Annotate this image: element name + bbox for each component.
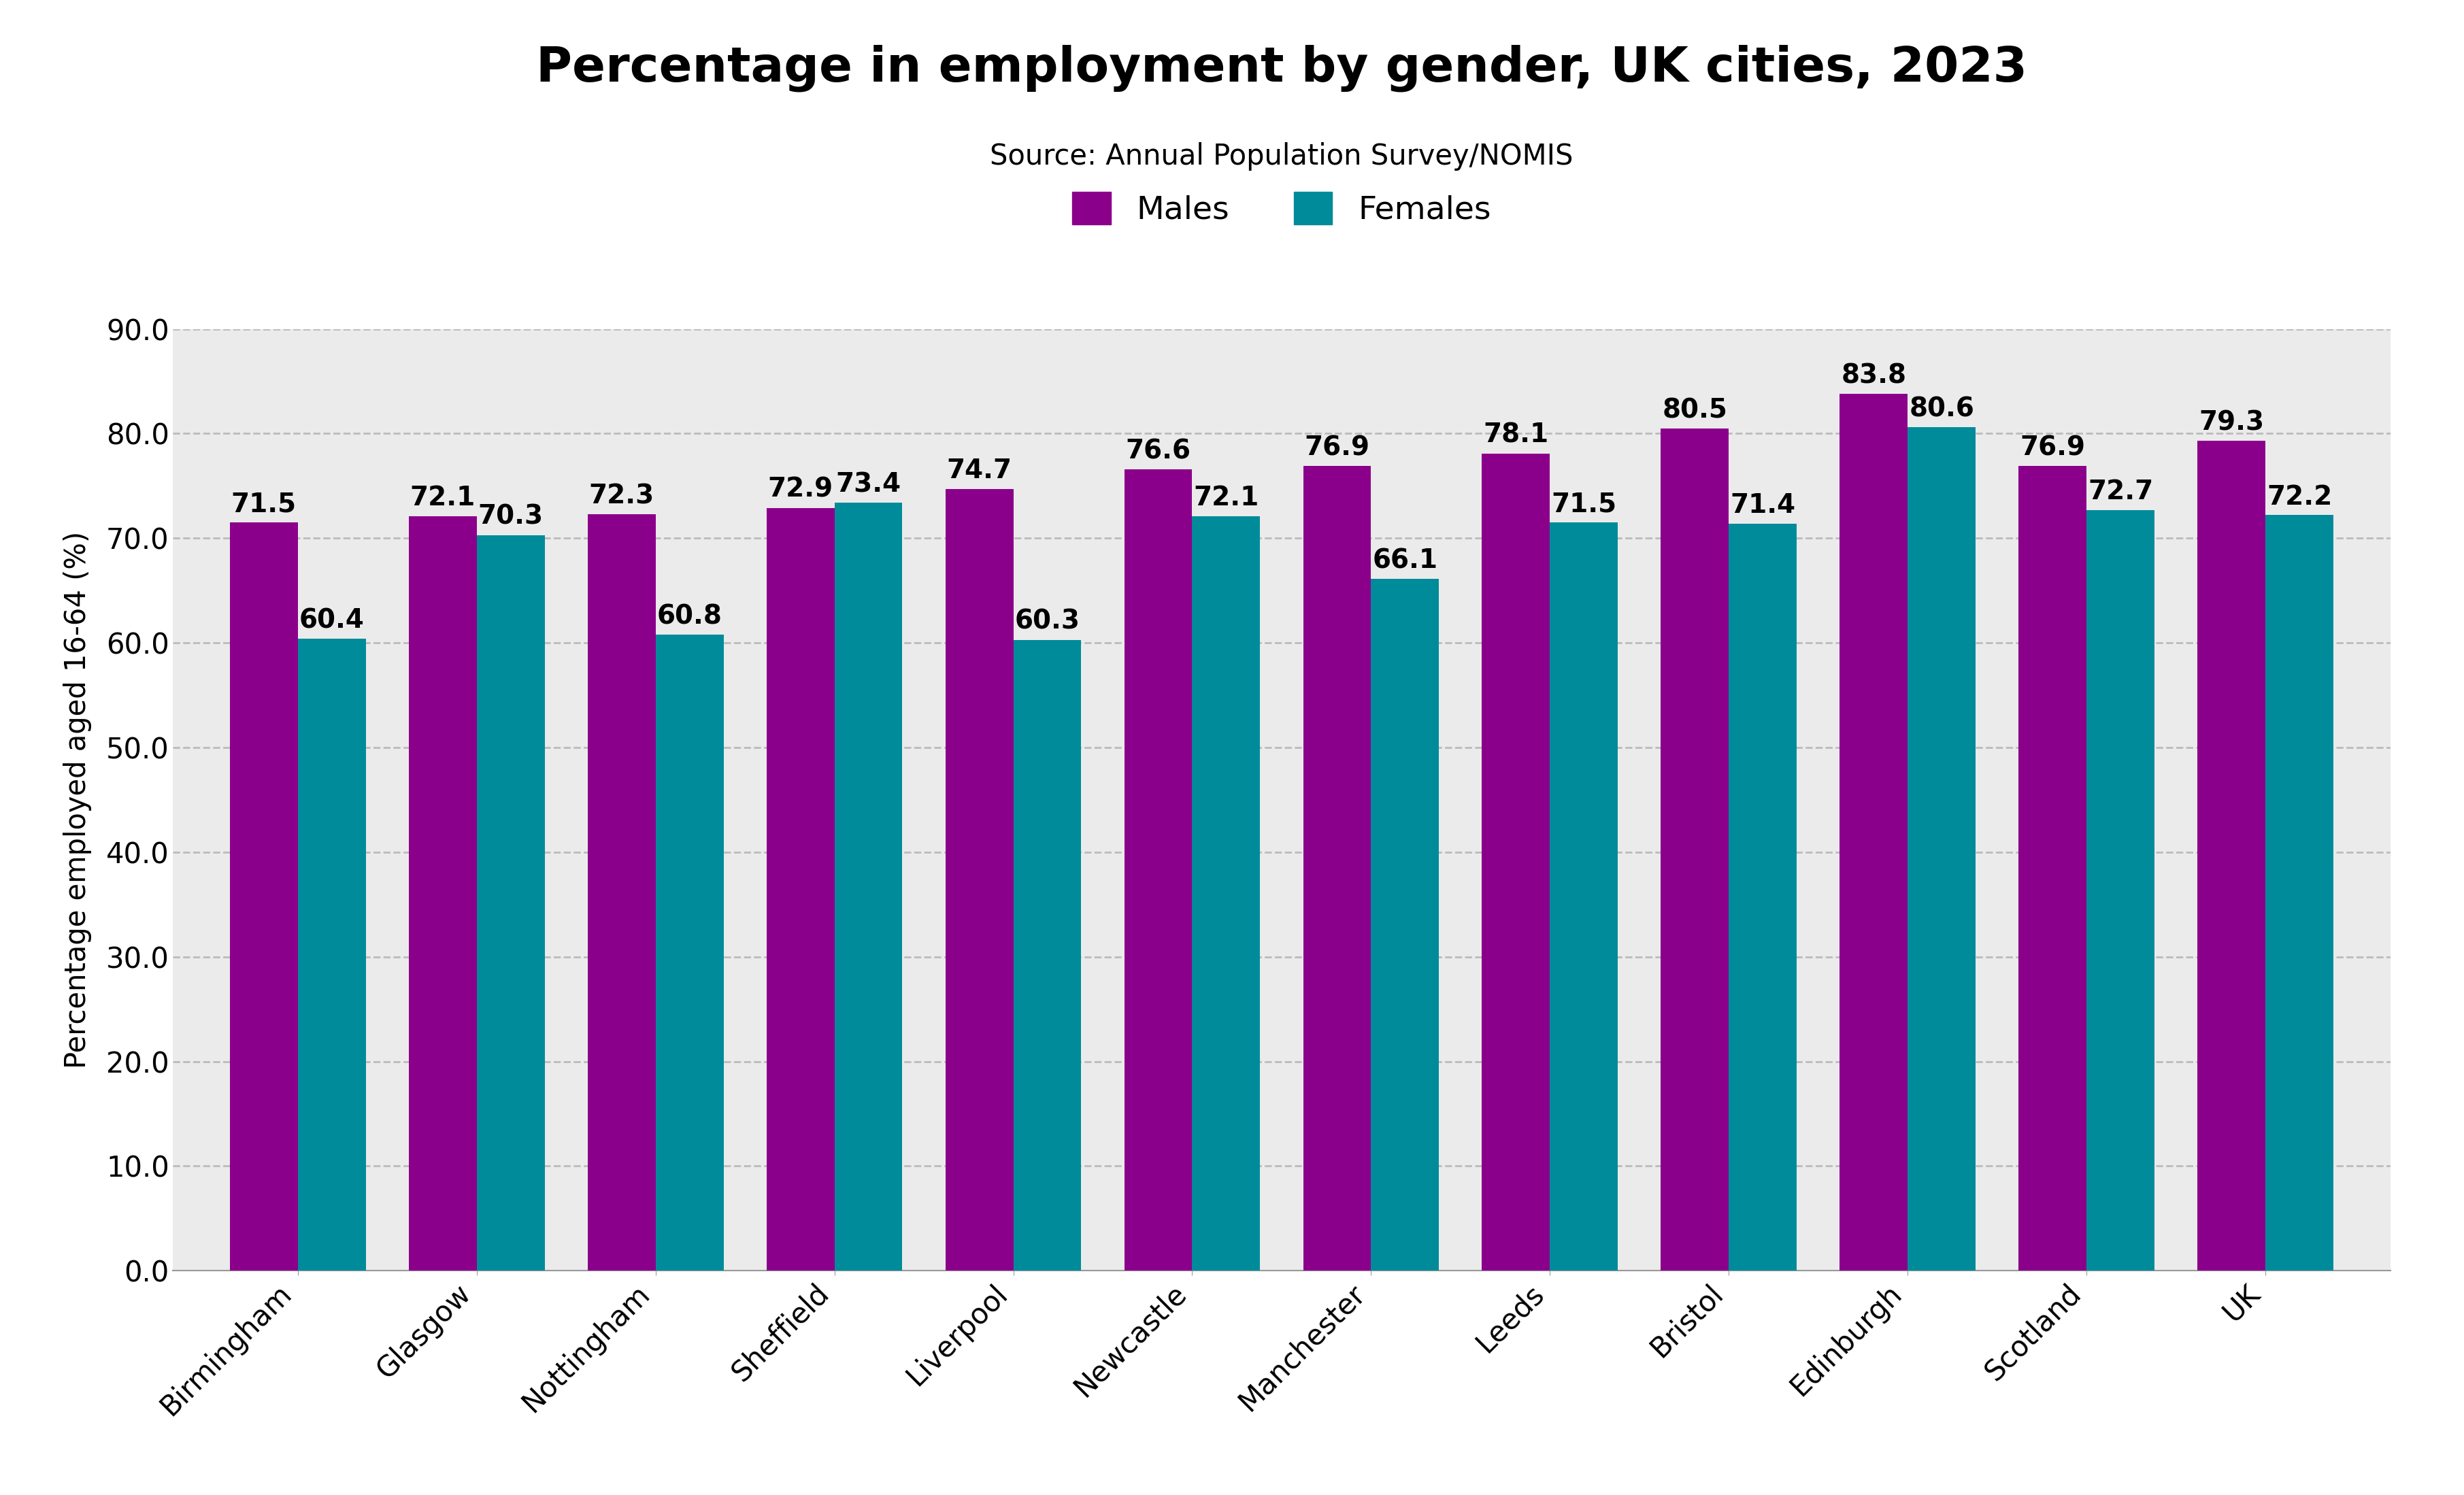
- Text: 78.1: 78.1: [1483, 423, 1547, 448]
- Bar: [766, 508, 835, 1271]
- Bar: [1013, 640, 1082, 1271]
- Text: 60.4: 60.4: [298, 607, 365, 634]
- Text: 76.9: 76.9: [2020, 435, 2085, 460]
- Text: 70.3: 70.3: [478, 504, 542, 529]
- Text: 72.1: 72.1: [409, 486, 476, 511]
- Text: Source: Annual Population Survey/NOMIS: Source: Annual Population Survey/NOMIS: [991, 142, 1572, 170]
- Text: 66.1: 66.1: [1372, 549, 1437, 574]
- Text: 80.5: 80.5: [1661, 398, 1727, 423]
- Text: 72.1: 72.1: [1193, 486, 1259, 511]
- Text: 72.9: 72.9: [766, 477, 833, 502]
- Bar: [1370, 579, 1439, 1271]
- Bar: [1727, 523, 1796, 1271]
- Text: 76.9: 76.9: [1303, 435, 1370, 460]
- Bar: [298, 638, 365, 1271]
- Legend: Males, Females: Males, Females: [1057, 175, 1506, 242]
- Bar: [409, 516, 476, 1271]
- Text: 83.8: 83.8: [1841, 363, 1905, 389]
- Text: 60.8: 60.8: [658, 604, 722, 629]
- Bar: [586, 514, 655, 1271]
- Bar: [1303, 466, 1370, 1271]
- Bar: [2264, 516, 2333, 1271]
- Bar: [2198, 441, 2264, 1271]
- Bar: [1550, 522, 1616, 1271]
- Text: 74.7: 74.7: [946, 457, 1013, 484]
- Text: 71.4: 71.4: [1730, 492, 1796, 519]
- Text: 73.4: 73.4: [835, 471, 902, 498]
- Bar: [1661, 428, 1727, 1271]
- Text: 72.7: 72.7: [2087, 478, 2154, 505]
- Y-axis label: Percentage employed aged 16-64 (%): Percentage employed aged 16-64 (%): [64, 531, 91, 1069]
- Bar: [476, 535, 545, 1271]
- Bar: [1907, 428, 1976, 1271]
- Text: Percentage in employment by gender, UK cities, 2023: Percentage in employment by gender, UK c…: [535, 45, 2028, 93]
- Bar: [655, 634, 724, 1271]
- Bar: [2087, 510, 2154, 1271]
- Bar: [835, 502, 902, 1271]
- Bar: [1193, 516, 1259, 1271]
- Bar: [2018, 466, 2087, 1271]
- Bar: [1838, 393, 1907, 1271]
- Bar: [1124, 469, 1193, 1271]
- Text: 60.3: 60.3: [1015, 608, 1079, 634]
- Text: 80.6: 80.6: [1910, 396, 1974, 422]
- Text: 72.2: 72.2: [2267, 484, 2331, 510]
- Text: 71.5: 71.5: [1550, 492, 1616, 517]
- Bar: [946, 489, 1013, 1271]
- Text: 76.6: 76.6: [1126, 438, 1190, 463]
- Text: 71.5: 71.5: [232, 492, 296, 517]
- Bar: [1481, 453, 1550, 1271]
- Text: 72.3: 72.3: [589, 483, 653, 508]
- Text: 79.3: 79.3: [2198, 410, 2264, 435]
- Bar: [229, 522, 298, 1271]
